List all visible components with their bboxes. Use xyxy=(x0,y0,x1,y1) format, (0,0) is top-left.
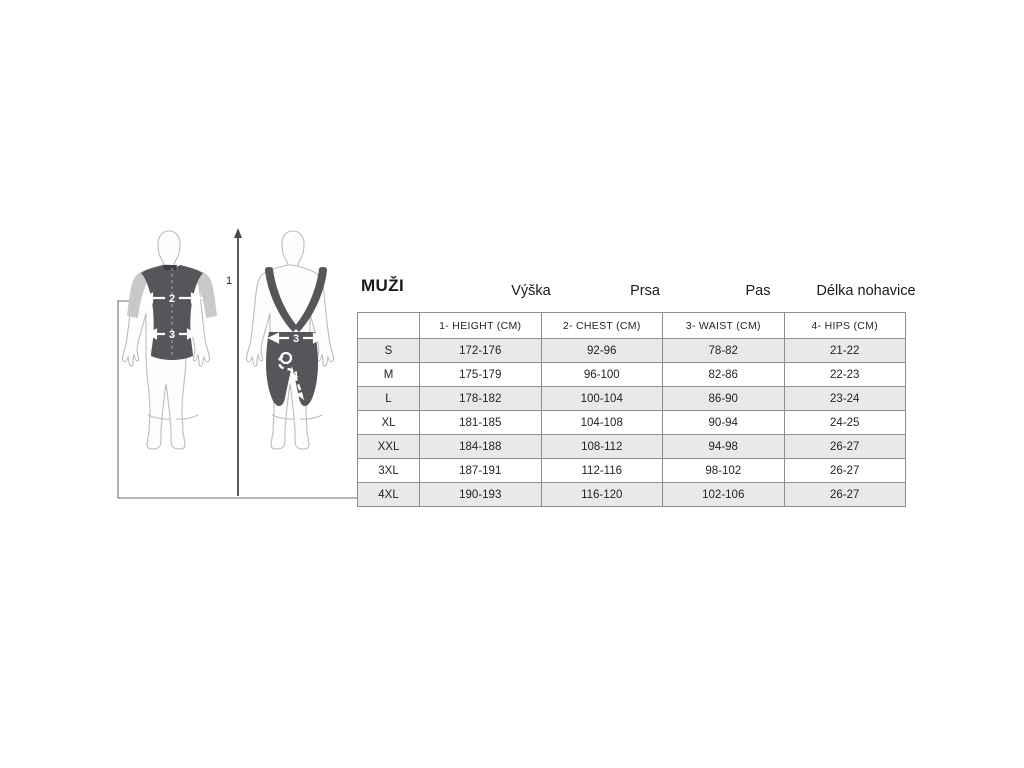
cell-hips: 24-25 xyxy=(783,410,906,435)
inseam-marker-label: 4 xyxy=(292,370,299,382)
cell-hips: 26-27 xyxy=(783,458,906,483)
page-title: MUŽI xyxy=(361,276,405,295)
table-row: M 175-179 96-100 82-86 22-23 xyxy=(357,362,906,387)
cz-header-hips: Délka nohavice xyxy=(816,283,916,299)
waist-marker-label: 3 xyxy=(169,329,175,341)
table-row: XXL 184-188 108-112 94-98 26-27 xyxy=(357,434,906,459)
cell-chest: 96-100 xyxy=(540,362,663,387)
chest-marker-label: 2 xyxy=(169,293,175,305)
cell-hips: 23-24 xyxy=(783,386,906,411)
cell-size: XXL xyxy=(357,434,420,459)
cell-hips: 26-27 xyxy=(783,434,906,459)
subheader-waist: 3- WAIST (CM) xyxy=(662,312,785,339)
cell-height: 178-182 xyxy=(419,386,542,411)
cell-chest: 112-116 xyxy=(540,458,663,483)
subheader-hips: 4- HIPS (CM) xyxy=(783,312,906,339)
cell-waist: 102-106 xyxy=(662,482,785,507)
cell-chest: 100-104 xyxy=(540,386,663,411)
subheader-size xyxy=(357,312,420,339)
size-chart-block: MUŽI Výška Prsa Pas Délka nohavice 1- HE… xyxy=(357,270,916,507)
cell-size: S xyxy=(357,338,420,363)
subheader-chest: 2- CHEST (CM) xyxy=(540,312,663,339)
cell-waist: 90-94 xyxy=(662,410,785,435)
cell-height: 175-179 xyxy=(419,362,542,387)
body-measurement-figures: 2 3 1 xyxy=(108,222,360,504)
cell-size: 3XL xyxy=(357,458,420,483)
cell-chest: 104-108 xyxy=(540,410,663,435)
table-row: L 178-182 100-104 86-90 23-24 xyxy=(357,386,906,411)
cell-chest: 108-112 xyxy=(540,434,663,459)
cell-waist: 94-98 xyxy=(662,434,785,459)
height-marker-label: 1 xyxy=(226,275,232,287)
cz-header-waist: Pas xyxy=(745,283,771,299)
bib-shorts xyxy=(266,332,318,406)
table-row: 4XL 190-193 116-120 102-106 26-27 xyxy=(357,482,906,507)
cell-height: 190-193 xyxy=(419,482,542,507)
height-measure-arrow: 1 xyxy=(226,228,242,496)
cell-waist: 78-82 xyxy=(662,338,785,363)
cell-size: XL xyxy=(357,410,420,435)
chest-measure-arrow xyxy=(141,292,203,304)
table-row: S 172-176 92-96 78-82 21-22 xyxy=(357,338,906,363)
cell-waist: 82-86 xyxy=(662,362,785,387)
cz-header-chest: Prsa xyxy=(630,283,660,299)
table-subheader-row: 1- HEIGHT (CM) 2- CHEST (CM) 3- WAIST (C… xyxy=(357,312,906,339)
cell-height: 172-176 xyxy=(419,338,542,363)
inseam-measure-arrow xyxy=(277,354,304,397)
cell-hips: 21-22 xyxy=(783,338,906,363)
cell-height: 184-188 xyxy=(419,434,542,459)
cell-chest: 92-96 xyxy=(540,338,663,363)
cell-size: 4XL xyxy=(357,482,420,507)
subheader-height: 1- HEIGHT (CM) xyxy=(419,312,542,339)
size-table: 1- HEIGHT (CM) 2- CHEST (CM) 3- WAIST (C… xyxy=(357,312,906,507)
waist-back-marker-label: 3 xyxy=(293,333,299,345)
cell-height: 187-191 xyxy=(419,458,542,483)
table-row: XL 181-185 104-108 90-94 24-25 xyxy=(357,410,906,435)
bib-straps xyxy=(265,267,327,332)
cell-hips: 22-23 xyxy=(783,362,906,387)
cell-hips: 26-27 xyxy=(783,482,906,507)
cell-waist: 86-90 xyxy=(662,386,785,411)
cell-chest: 116-120 xyxy=(540,482,663,507)
figure-front-bibshorts: 3 4 xyxy=(246,230,334,450)
table-row: 3XL 187-191 112-116 98-102 26-27 xyxy=(357,458,906,483)
figure-front-jersey: 2 3 xyxy=(122,230,217,450)
waist-measure-arrow xyxy=(145,328,199,340)
waist-measure-arrow-back xyxy=(267,332,325,344)
cell-size: L xyxy=(357,386,420,411)
cz-header-height: Výška xyxy=(511,283,551,299)
cell-waist: 98-102 xyxy=(662,458,785,483)
cell-size: M xyxy=(357,362,420,387)
chart-title-row: MUŽI Výška Prsa Pas Délka nohavice xyxy=(357,270,916,312)
cell-height: 181-185 xyxy=(419,410,542,435)
